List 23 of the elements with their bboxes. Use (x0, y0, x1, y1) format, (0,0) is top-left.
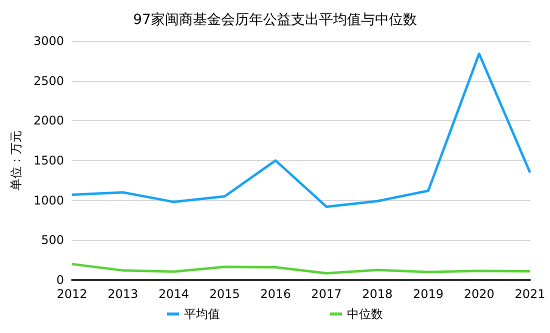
x-tick-label: 2017 (311, 287, 342, 301)
line-series (70, 52, 532, 208)
x-tick-label: 2016 (260, 287, 291, 301)
legend-label: 平均值 (184, 307, 220, 321)
x-tick-label: 2018 (362, 287, 393, 301)
y-tick-label: 0 (56, 273, 64, 287)
x-tick-label: 2015 (209, 287, 240, 301)
chart-title: 97家闽商基金会历年公益支出平均值与中位数 (133, 12, 417, 28)
line-series (70, 262, 532, 274)
y-tick-label: 1500 (33, 154, 64, 168)
y-axis-title: 单位：万元 (9, 130, 23, 190)
legend-label: 中位数 (347, 307, 383, 321)
y-tick-label: 2000 (33, 114, 64, 128)
x-tick-label: 2014 (158, 287, 190, 301)
y-tick-label: 1000 (33, 193, 64, 208)
x-tick-label: 2021 (514, 287, 546, 301)
x-tick-label: 2013 (108, 287, 138, 301)
x-tick-label: 2019 (412, 287, 444, 301)
x-tick-label: 2020 (464, 287, 494, 301)
y-tick-label: 500 (41, 233, 64, 248)
y-tick-label: 3000 (33, 34, 64, 48)
y-tick-label: 2500 (33, 74, 64, 88)
x-tick-label: 2012 (56, 287, 88, 301)
